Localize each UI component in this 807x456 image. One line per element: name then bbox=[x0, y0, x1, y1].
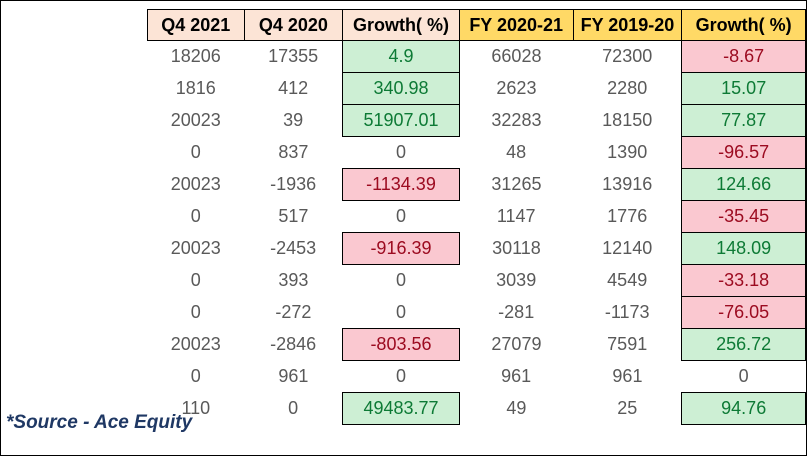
column-header: Q4 2021 bbox=[147, 9, 245, 41]
value-cell: 0 bbox=[190, 270, 201, 290]
value-cell: 48 bbox=[506, 142, 527, 162]
growth-cell: -76.05 bbox=[681, 296, 806, 329]
value-cell: -1936 bbox=[270, 174, 317, 194]
growth-cell: -96.57 bbox=[681, 136, 806, 169]
value-cell: 20023 bbox=[170, 110, 221, 130]
value-cell: 18206 bbox=[170, 46, 221, 67]
column-header: Growth( %) bbox=[681, 9, 806, 41]
value-cell: 1776 bbox=[607, 206, 648, 226]
table-row: 20023 -2453 -916.39 30118 12140 148.09 bbox=[148, 232, 806, 265]
column-header: Q4 2020 bbox=[243, 9, 344, 41]
growth-cell: 51907.01 bbox=[342, 104, 460, 137]
value-cell: 0 bbox=[288, 398, 299, 418]
value-cell: 20023 bbox=[170, 174, 221, 194]
value-cell: 31265 bbox=[491, 174, 542, 194]
table-row: 0 -272 0 -281 -1173 -76.05 bbox=[148, 296, 806, 329]
value-cell: -281 bbox=[498, 302, 535, 322]
growth-cell: 77.87 bbox=[681, 104, 806, 137]
value-cell: 32283 bbox=[491, 110, 542, 130]
value-cell: 7591 bbox=[607, 334, 648, 354]
value-cell: 1390 bbox=[607, 142, 648, 162]
value-cell: -2846 bbox=[270, 334, 317, 354]
growth-cell: -916.39 bbox=[342, 232, 460, 265]
value-cell: 0 bbox=[190, 302, 201, 322]
growth-cell: 0 bbox=[395, 366, 406, 386]
growth-cell: 340.98 bbox=[342, 72, 460, 105]
value-cell: 72300 bbox=[602, 46, 653, 67]
value-cell: 18150 bbox=[602, 110, 653, 130]
value-cell: 2623 bbox=[496, 78, 537, 98]
growth-cell: 0 bbox=[395, 301, 406, 322]
growth-cell: 0 bbox=[738, 366, 749, 386]
growth-cell: -35.45 bbox=[681, 200, 806, 233]
value-cell: 66028 bbox=[491, 46, 542, 67]
value-cell: 0 bbox=[190, 206, 201, 226]
value-cell: 837 bbox=[278, 142, 309, 162]
growth-cell: 0 bbox=[395, 206, 406, 226]
value-cell: 110 bbox=[181, 398, 211, 418]
table-row: 110 0 49483.77 49 25 94.76 bbox=[148, 392, 806, 425]
growth-cell: 0 bbox=[395, 142, 406, 162]
value-cell: 20023 bbox=[170, 334, 221, 354]
growth-cell: 4.9 bbox=[342, 40, 460, 73]
table-row: 18206 17355 4.9 66028 72300 -8.67 bbox=[148, 40, 806, 73]
value-cell: 12140 bbox=[602, 238, 653, 258]
table-row: 20023 39 51907.01 32283 18150 77.87 bbox=[148, 104, 806, 137]
table-row: 1816 412 340.98 2623 2280 15.07 bbox=[148, 72, 806, 105]
value-cell: 961 bbox=[278, 366, 309, 386]
source-note: *Source - Ace Equity bbox=[6, 412, 193, 433]
table-row: 0 517 0 1147 1776 -35.45 bbox=[148, 200, 806, 233]
value-cell: 2280 bbox=[607, 78, 648, 98]
value-cell: 49 bbox=[506, 398, 527, 418]
value-cell: -2453 bbox=[270, 238, 317, 258]
table-row: 0 837 0 48 1390 -96.57 bbox=[148, 136, 806, 169]
table-header-row: Q4 2021 Q4 2020 Growth( %) FY 2020-21 FY 201… bbox=[147, 9, 806, 41]
value-cell: 27079 bbox=[491, 334, 542, 354]
growth-cell: -1134.39 bbox=[342, 168, 460, 201]
value-cell: 13916 bbox=[602, 174, 653, 194]
growth-cell: -803.56 bbox=[342, 328, 460, 361]
value-cell: 3039 bbox=[496, 270, 537, 290]
growth-cell: 15.07 bbox=[681, 72, 806, 105]
value-cell: 412 bbox=[278, 78, 309, 98]
growth-cell: -33.18 bbox=[681, 264, 806, 297]
value-cell: 4549 bbox=[607, 270, 648, 290]
value-cell: 0 bbox=[190, 366, 201, 386]
growth-cell: 94.76 bbox=[681, 392, 806, 425]
column-header: FY 2019-20 bbox=[572, 9, 683, 41]
value-cell: 39 bbox=[283, 110, 304, 130]
value-cell: 393 bbox=[278, 270, 309, 290]
value-cell: 961 bbox=[501, 366, 532, 386]
table-row: 20023 -2846 -803.56 27079 7591 256.72 bbox=[148, 328, 806, 361]
results-table: Q4 2021 Q4 2020 Growth( %) FY 2020-21 FY 201… bbox=[147, 9, 806, 425]
value-cell: 0 bbox=[190, 142, 201, 162]
growth-cell: 0 bbox=[395, 270, 406, 291]
growth-cell: -8.67 bbox=[681, 40, 806, 73]
value-cell: 961 bbox=[612, 366, 643, 386]
column-header: FY 2020-21 bbox=[458, 9, 574, 41]
value-cell: 517 bbox=[278, 206, 309, 226]
value-cell: 17355 bbox=[268, 46, 319, 67]
growth-cell: 148.09 bbox=[681, 232, 806, 265]
growth-cell: 124.66 bbox=[681, 168, 806, 201]
table-row: 0 393 0 3039 4549 -33.18 bbox=[148, 264, 806, 297]
value-cell: 25 bbox=[617, 398, 638, 418]
table-body: 18206 17355 4.9 66028 72300 -8.67 1816 412 340.9… bbox=[148, 40, 806, 425]
table-row: 20023 -1936 -1134.39 31265 13916 124.66 bbox=[148, 168, 806, 201]
value-cell: 1816 bbox=[175, 78, 216, 98]
value-cell: -272 bbox=[275, 302, 312, 322]
value-cell: 30118 bbox=[492, 238, 541, 258]
growth-cell: 256.72 bbox=[681, 328, 806, 361]
value-cell: 20023 bbox=[170, 238, 221, 258]
growth-cell: 49483.77 bbox=[342, 392, 460, 425]
column-header: Growth( %) bbox=[342, 9, 460, 41]
value-cell: -1173 bbox=[604, 302, 650, 322]
value-cell: 1147 bbox=[496, 206, 536, 226]
table-row: 0 961 0 961 961 0 bbox=[148, 361, 806, 393]
